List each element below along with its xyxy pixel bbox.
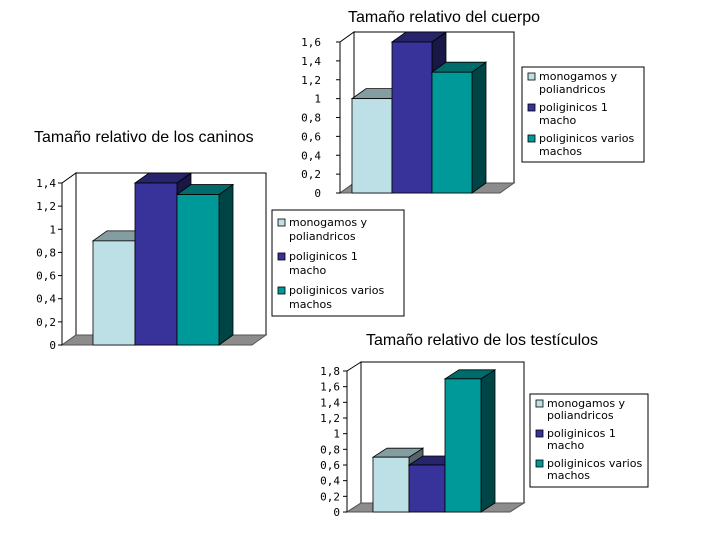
y-tick-label: 1,4: [36, 177, 56, 190]
legend-swatch: [527, 103, 536, 112]
legend-label: poliandricos: [539, 83, 606, 96]
y-tick-label: 1,6: [320, 381, 340, 394]
y-tick-label: 1,6: [301, 36, 321, 49]
chart-title: Tamaño relativo de los caninos: [34, 129, 254, 146]
legend-swatch: [277, 286, 286, 295]
bar-1: [134, 182, 178, 346]
legend-label: machos: [539, 145, 582, 158]
y-tick-label: 0,2: [36, 316, 56, 329]
legend-label: poliandricos: [289, 230, 356, 243]
chart-title: Tamaño relativo del cuerpo: [348, 9, 540, 26]
y-tick-label: 0,2: [320, 490, 340, 503]
y-tick-label: 0: [333, 506, 340, 519]
y-tick-label: 1,2: [36, 200, 56, 213]
y-tick-label: 0,4: [320, 475, 340, 488]
legend-label: monogamos y: [539, 70, 618, 83]
y-tick-label: 0,4: [301, 149, 321, 162]
y-tick-label: 0,4: [36, 293, 56, 306]
plot-side-wall: [61, 172, 77, 346]
legend-label: poliginicos 1: [547, 427, 616, 440]
y-tick-label: 1: [333, 428, 340, 441]
legend-label: poliginicos varios: [289, 284, 384, 297]
chart-0: Tamaño relativo del cuerpo 0 0,2 0,4 0,6 0,8 1…: [301, 9, 645, 200]
legend-label: poliginicos 1: [539, 101, 608, 114]
y-tick-label: 0,6: [36, 270, 56, 283]
chart-title: Tamaño relativo de los testículos: [366, 332, 598, 349]
legend-swatch: [277, 218, 286, 227]
y-tick-label: 0,2: [301, 168, 321, 181]
y-tick-label: 1: [314, 93, 321, 106]
legend-swatch: [535, 399, 544, 408]
legend-label: poliginicos varios: [547, 457, 642, 470]
legend-box: [521, 66, 645, 163]
bar-side: [480, 369, 496, 513]
y-tick-label: 0,8: [301, 112, 321, 125]
legend-swatch: [535, 459, 544, 468]
legend-swatch: [277, 252, 286, 261]
bar-2: [444, 378, 482, 513]
y-tick-label: 1,4: [320, 396, 340, 409]
bar-2: [431, 71, 473, 194]
legend-box: [271, 209, 405, 317]
bar-0: [351, 98, 393, 194]
y-tick-label: 0,6: [320, 459, 340, 472]
legend-swatch: [527, 72, 536, 81]
legend-label: macho: [539, 114, 576, 127]
bar-2: [176, 194, 220, 346]
y-tick-label: 1,4: [301, 55, 321, 68]
legend-label: machos: [289, 298, 332, 311]
legend-label: poliginicos 1: [289, 250, 358, 263]
legend-label: poliginicos varios: [539, 132, 634, 145]
y-tick-label: 0,6: [301, 130, 321, 143]
legend-label: monogamos y: [547, 397, 626, 410]
legend-label: monogamos y: [289, 216, 368, 229]
bar-side: [218, 183, 234, 346]
chart-2: Tamaño relativo de los testículos 0 0,2 0,4…: [320, 332, 649, 519]
chart-1: Tamaño relativo de los caninos 0 0,2 0,4 0,6…: [34, 129, 405, 352]
bar-side: [471, 61, 487, 194]
legend-swatch: [535, 429, 544, 438]
legend-box: [529, 393, 649, 488]
y-tick-label: 0: [49, 339, 56, 352]
bar-0: [372, 456, 410, 513]
y-tick-label: 1,2: [320, 412, 340, 425]
y-tick-label: 0: [314, 187, 321, 200]
y-tick-label: 0,8: [36, 246, 56, 259]
y-tick-label: 0,8: [320, 443, 340, 456]
legend-swatch: [527, 134, 536, 143]
bar-1: [408, 464, 446, 513]
y-tick-label: 1: [49, 223, 56, 236]
bar-1: [391, 41, 433, 194]
y-tick-label: 1,8: [320, 365, 340, 378]
legend-label: macho: [547, 439, 584, 452]
plot-side-wall: [346, 361, 362, 513]
y-tick-label: 1,2: [301, 74, 321, 87]
bar-0: [92, 240, 136, 346]
legend-label: machos: [547, 469, 590, 482]
legend-label: poliandricos: [547, 409, 614, 422]
legend-label: macho: [289, 264, 326, 277]
